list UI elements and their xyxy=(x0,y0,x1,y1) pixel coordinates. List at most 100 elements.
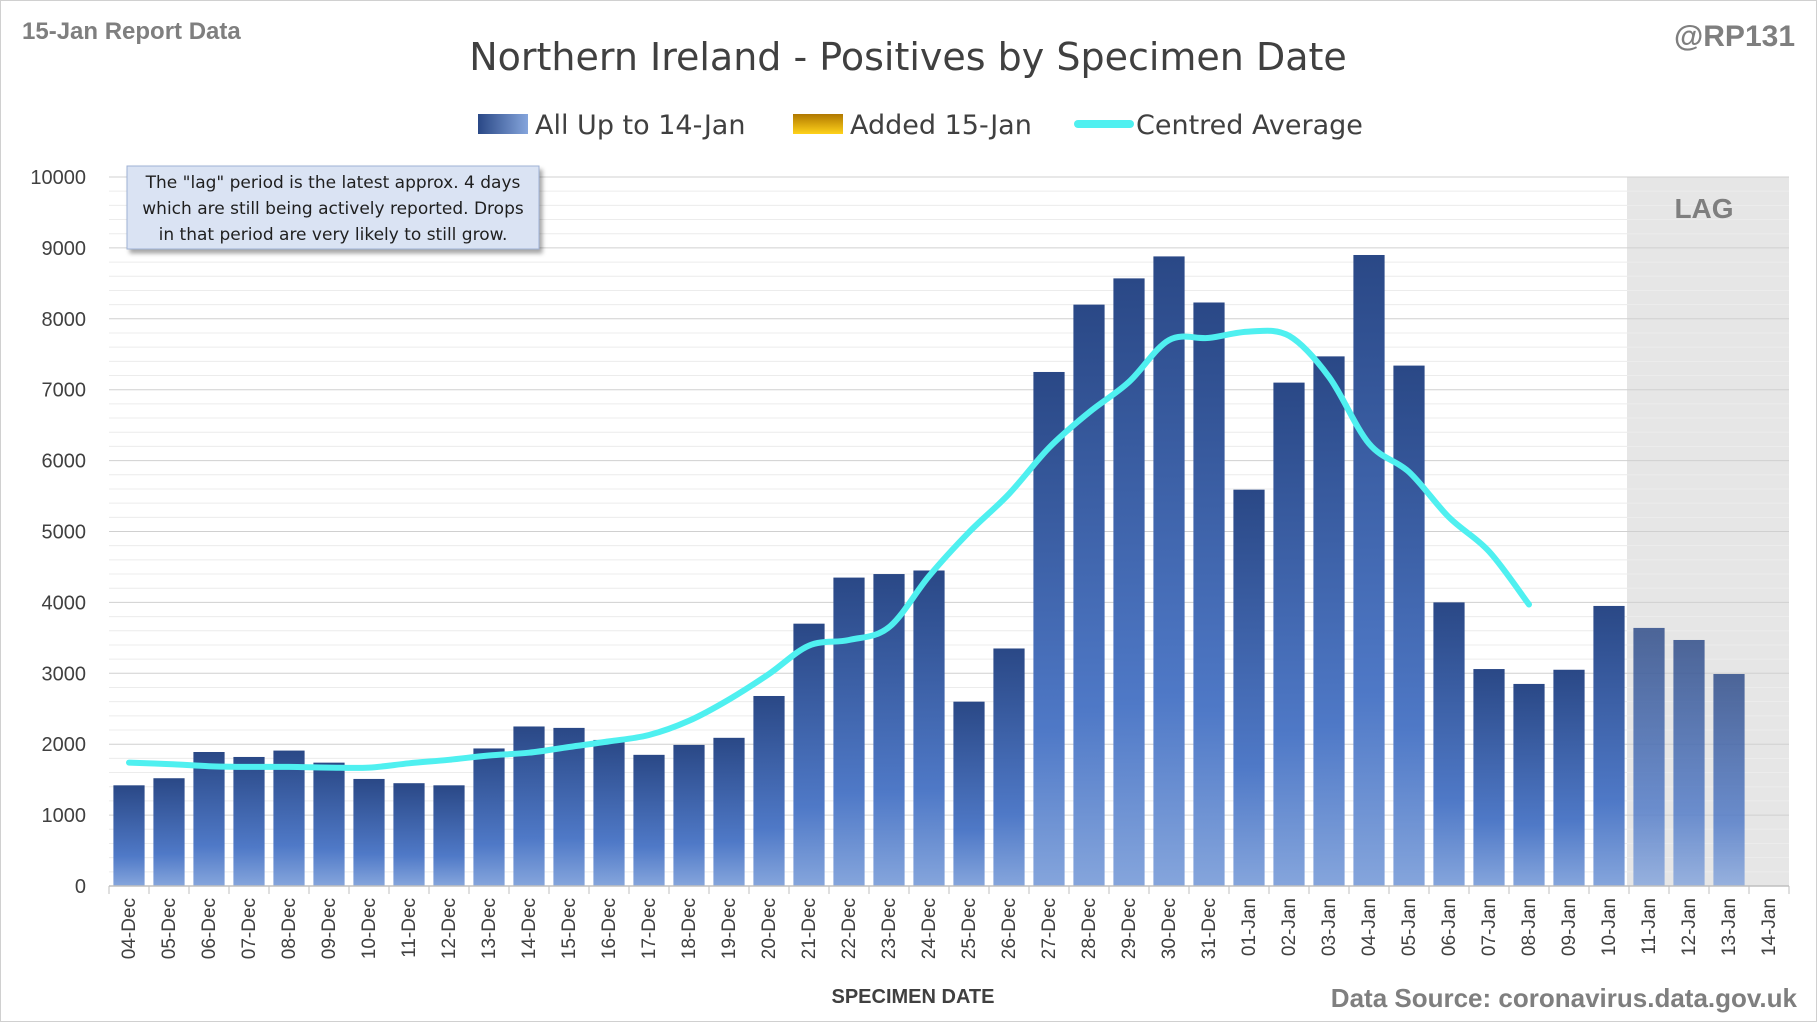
gridlines xyxy=(109,176,1789,873)
bar-07-Dec xyxy=(233,756,265,886)
y-tick-label: 4000 xyxy=(42,592,87,614)
x-tick-label: 06-Dec xyxy=(199,898,220,959)
x-tick-label: 31-Dec xyxy=(1199,898,1220,959)
x-tick-label: 05-Jan xyxy=(1399,898,1420,956)
x-tick-label: 19-Dec xyxy=(719,898,740,959)
lag-note-line-1: The "lag" period is the latest approx. 4… xyxy=(145,173,521,193)
y-tick-label: 6000 xyxy=(42,451,87,473)
x-tick-label: 14-Jan xyxy=(1759,898,1780,956)
legend-label-all: All Up to 14-Jan xyxy=(535,110,745,141)
author-handle: @RP131 xyxy=(1674,20,1795,53)
data-source: Data Source: coronavirus.data.gov.uk xyxy=(1331,983,1798,1013)
lag-note-line-3: in that period are very likely to still … xyxy=(159,225,508,245)
x-tick-label: 15-Dec xyxy=(559,898,580,959)
x-tick-label: 26-Dec xyxy=(999,898,1020,959)
bar-12-Dec xyxy=(433,785,465,886)
x-tick-label: 10-Dec xyxy=(359,898,380,959)
centred-average-line xyxy=(126,327,1532,771)
x-tick-label: 08-Jan xyxy=(1519,898,1540,956)
bar-25-Dec xyxy=(953,701,985,886)
x-tick-label: 13-Jan xyxy=(1719,898,1740,956)
y-tick-label: 0 xyxy=(75,876,86,898)
y-tick-label: 10000 xyxy=(30,167,86,189)
y-tick-label: 5000 xyxy=(42,522,87,544)
bar-03-Jan xyxy=(1313,356,1345,886)
x-tick-label: 12-Jan xyxy=(1679,898,1700,956)
x-tick-label: 05-Dec xyxy=(159,898,180,959)
x-tick-label: 25-Dec xyxy=(959,898,980,959)
y-tick-label: 3000 xyxy=(42,663,87,685)
bar-06-Dec xyxy=(193,751,225,886)
bar-08-Dec xyxy=(273,750,305,886)
axes xyxy=(108,885,1790,894)
x-tick-label: 04-Jan xyxy=(1359,898,1380,956)
bar-19-Dec xyxy=(713,737,745,886)
x-tick-label: 21-Dec xyxy=(799,898,820,959)
chart-title: Northern Ireland - Positives by Specimen… xyxy=(469,35,1347,79)
x-tick-label: 30-Dec xyxy=(1159,898,1180,959)
bar-05-Jan xyxy=(1393,365,1425,886)
bar-16-Dec xyxy=(593,739,625,886)
x-tick-label: 24-Dec xyxy=(919,898,940,959)
legend-label-added: Added 15-Jan xyxy=(850,110,1032,141)
x-tick-label: 29-Dec xyxy=(1119,898,1140,959)
lag-note-line-2: which are still being actively reported.… xyxy=(142,199,524,219)
legend-label-average: Centred Average xyxy=(1136,110,1363,141)
bar-09-Jan xyxy=(1553,669,1585,886)
bar-28-Dec xyxy=(1073,304,1105,886)
y-tick-label: 7000 xyxy=(42,380,87,402)
bar-02-Jan xyxy=(1273,382,1305,886)
bar-08-Jan xyxy=(1513,683,1545,886)
bar-05-Dec xyxy=(153,778,185,886)
bar-24-Dec xyxy=(913,570,945,886)
x-tick-label: 14-Dec xyxy=(519,898,540,959)
bar-20-Dec xyxy=(753,695,785,886)
bar-10-Dec xyxy=(353,778,385,886)
x-tick-label: 01-Jan xyxy=(1239,898,1260,956)
bar-12-Jan xyxy=(1673,639,1705,886)
bar-01-Jan xyxy=(1233,489,1265,886)
bar-13-Dec xyxy=(473,748,505,886)
lag-label: LAG xyxy=(1674,193,1733,224)
x-tick-label: 27-Dec xyxy=(1039,898,1060,959)
x-tick-label: 03-Jan xyxy=(1319,898,1340,956)
legend: All Up to 14-Jan Added 15-Jan Centred Av… xyxy=(478,110,1363,141)
bar-07-Jan xyxy=(1473,669,1505,886)
legend-swatch-all xyxy=(478,114,528,134)
bar-04-Jan xyxy=(1353,254,1385,887)
x-axis-title: SPECIMEN DATE xyxy=(832,986,995,1008)
x-tick-label: 12-Dec xyxy=(439,898,460,959)
x-tick-label: 23-Dec xyxy=(879,898,900,959)
bar-13-Jan xyxy=(1713,674,1745,886)
x-tick-label: 22-Dec xyxy=(839,898,860,959)
bars xyxy=(113,254,1745,887)
x-tick-label: 06-Jan xyxy=(1439,898,1460,956)
y-tick-label: 1000 xyxy=(42,805,87,827)
bar-30-Dec xyxy=(1153,256,1185,887)
bar-18-Dec xyxy=(673,744,705,886)
report-label: 15-Jan Report Data xyxy=(22,18,241,45)
lag-note: The "lag" period is the latest approx. 4… xyxy=(126,165,540,250)
bar-11-Jan xyxy=(1633,627,1665,886)
bar-31-Dec xyxy=(1193,302,1225,886)
x-tick-label: 28-Dec xyxy=(1079,898,1100,959)
bar-17-Dec xyxy=(633,754,665,886)
bar-22-Dec xyxy=(833,577,865,886)
x-tick-label: 16-Dec xyxy=(599,898,620,959)
y-tick-labels: 0 1000 2000 3000 4000 5000 6000 7000 8000 9000 100… xyxy=(30,167,86,898)
x-tick-labels: 04-Dec 05-Dec 06-Dec 07-Dec 08-Dec 09-Dec 10-D… xyxy=(119,898,1780,959)
x-tick-label: 13-Dec xyxy=(479,898,500,959)
y-tick-label: 2000 xyxy=(42,734,87,756)
bar-04-Dec xyxy=(113,785,145,886)
x-tick-label: 02-Jan xyxy=(1279,898,1300,956)
bar-10-Jan xyxy=(1593,605,1625,886)
bar-26-Dec xyxy=(993,648,1025,886)
x-tick-label: 04-Dec xyxy=(119,898,140,959)
lag-note-box xyxy=(126,165,540,250)
x-tick-label: 20-Dec xyxy=(759,898,780,959)
bar-23-Dec xyxy=(873,574,905,886)
x-tick-label: 11-Dec xyxy=(399,898,420,958)
x-tick-label: 10-Jan xyxy=(1599,898,1620,956)
x-tick-label: 17-Dec xyxy=(639,898,660,959)
